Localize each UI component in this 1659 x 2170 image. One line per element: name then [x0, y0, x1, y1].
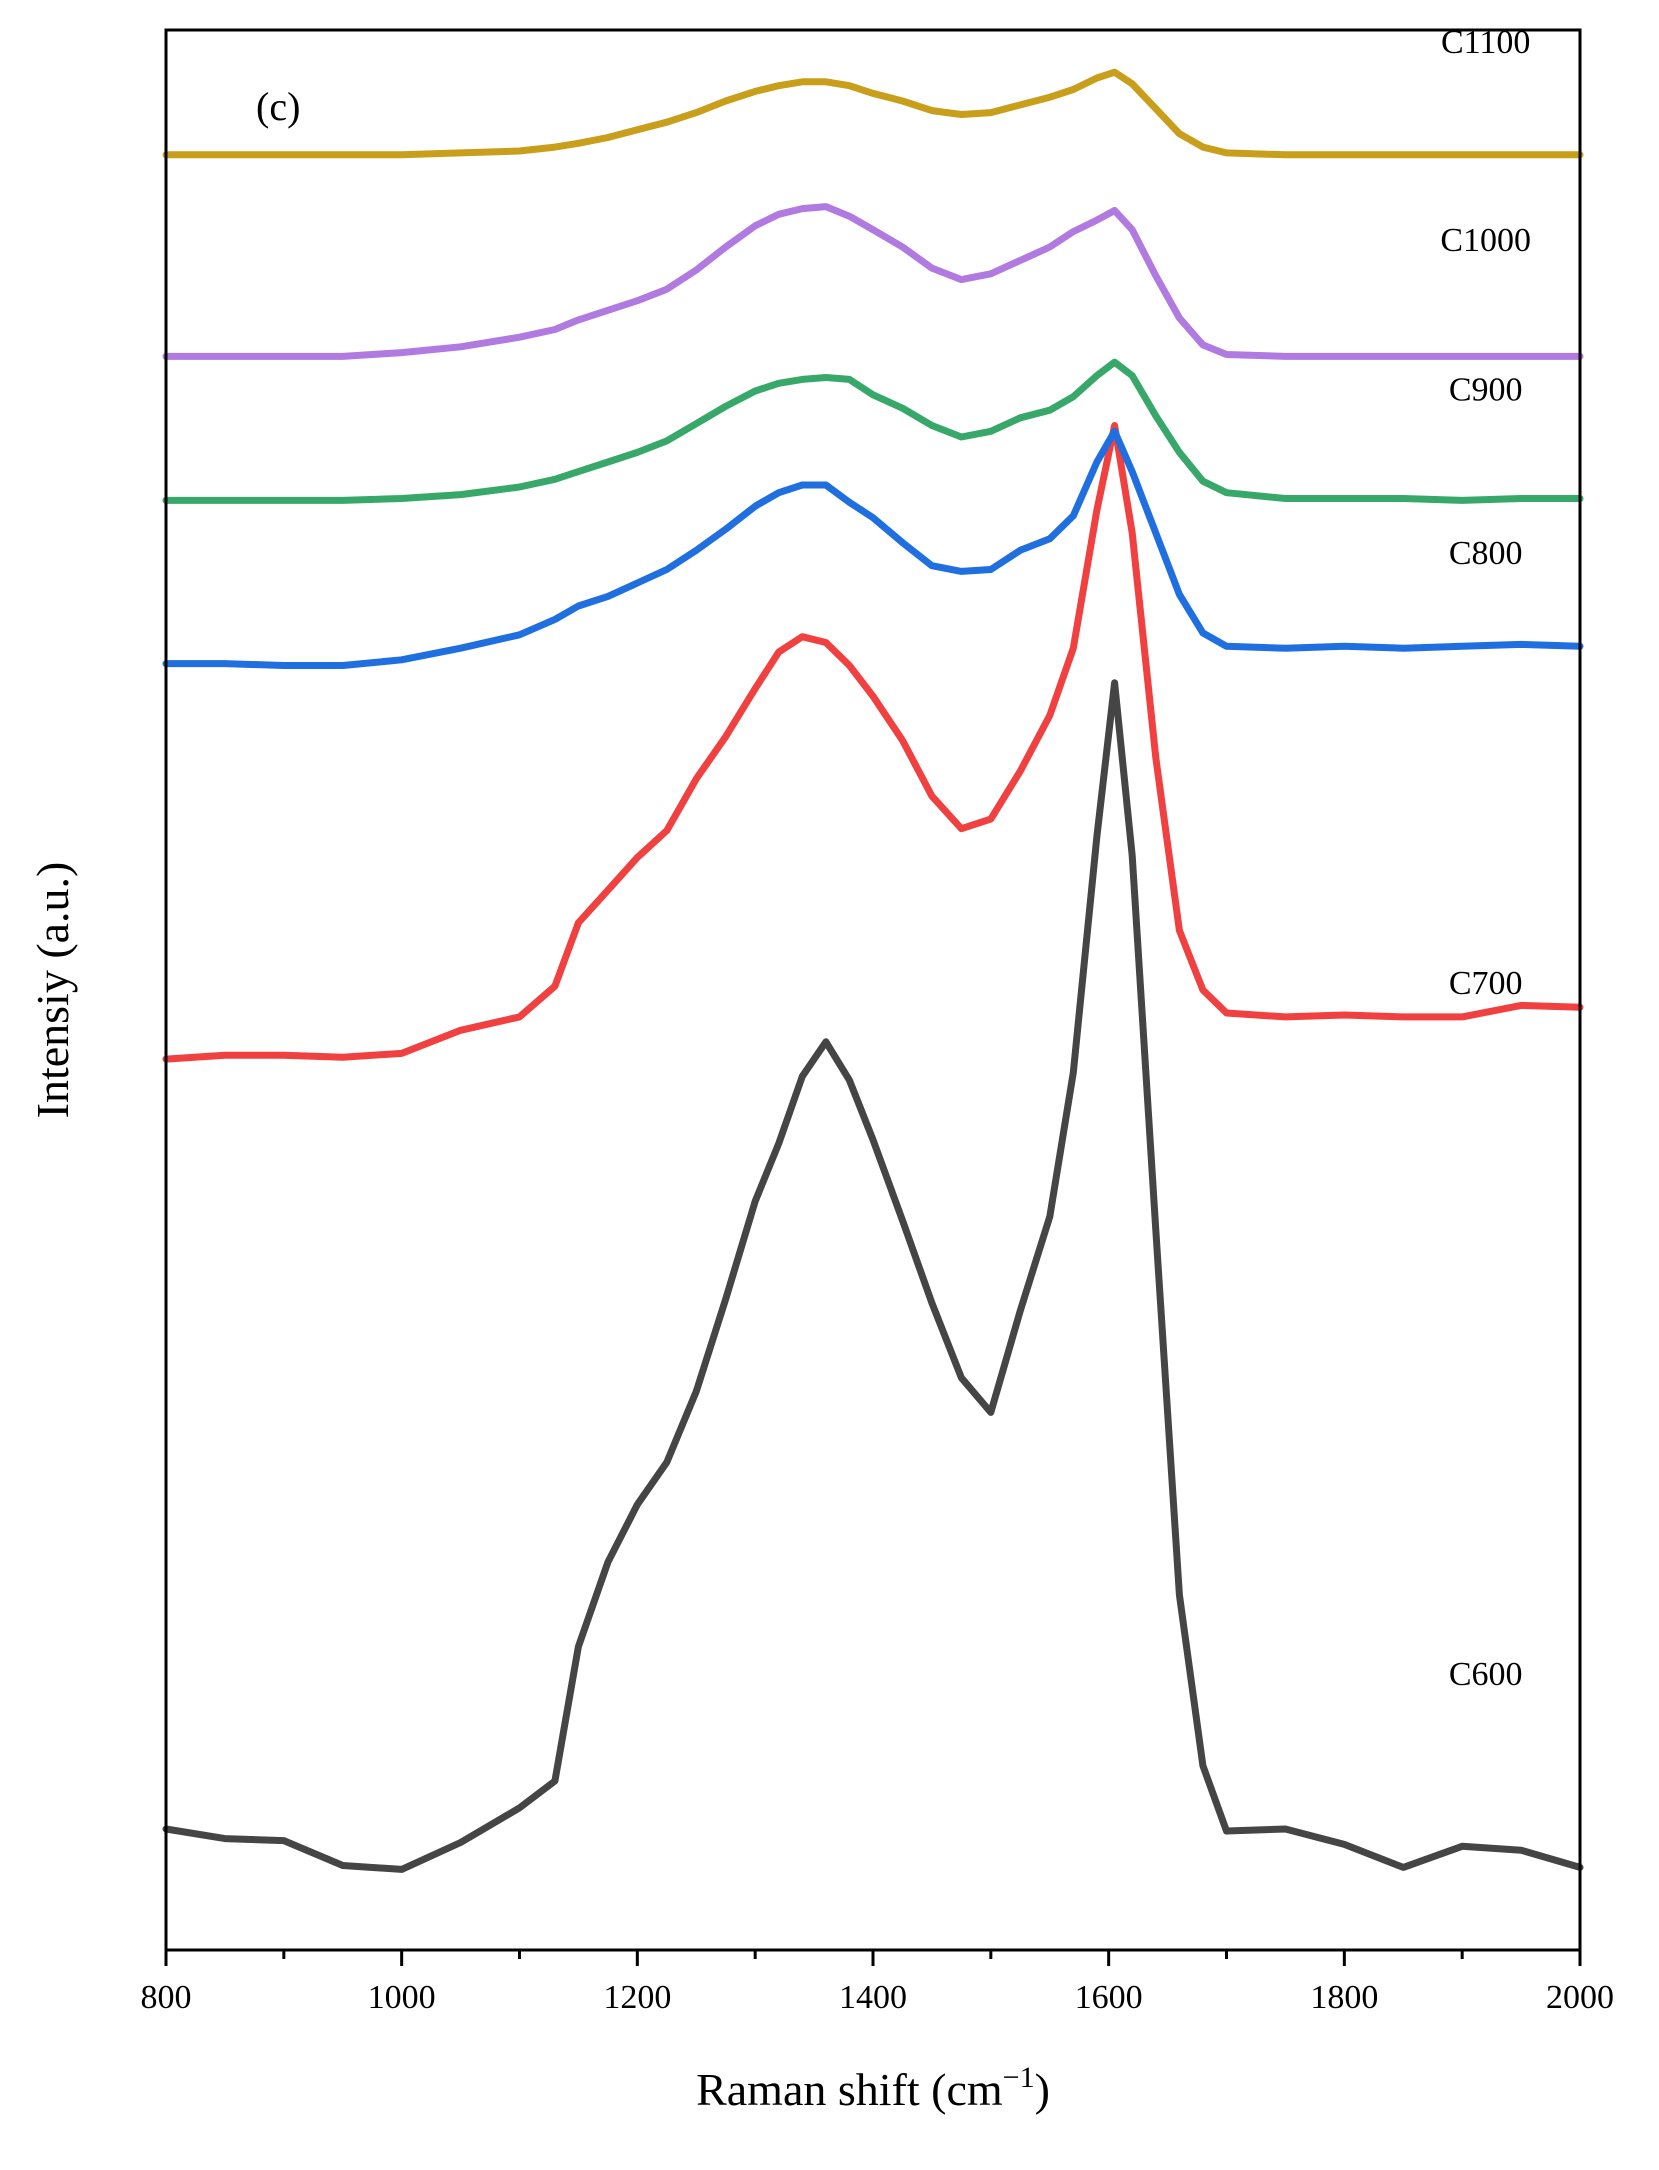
x-tick-label: 1400 [839, 1979, 907, 2016]
x-axis-title-main: Raman shift (cm [696, 2064, 1003, 2115]
x-axis-title-superscript: −1 [1003, 2061, 1035, 2094]
series-line-c900 [162, 358, 1584, 504]
series-line-c700 [162, 422, 1584, 1063]
x-tick-label: 800 [141, 1979, 192, 2016]
x-tick-layer: 800 1000 1200 1400 1600 1800 2000 [141, 1950, 1614, 2016]
series-label-c800: C800 [1449, 535, 1523, 572]
y-axis-title: Intensiy (a.u.) [27, 862, 78, 1119]
series-label-c1000: C1000 [1440, 222, 1531, 259]
series-line-c1000 [162, 203, 1584, 360]
series-label-c900: C900 [1449, 372, 1523, 409]
series-label-c700: C700 [1449, 965, 1523, 1002]
series-line-c600 [162, 679, 1584, 1873]
x-tick-label: 1800 [1310, 1979, 1378, 2016]
panel-label: (c) [256, 84, 300, 129]
series-layer [162, 68, 1584, 1873]
series-line-c1100 [162, 68, 1584, 159]
x-axis-title-close: ) [1035, 2064, 1050, 2115]
x-tick-label: 1600 [1075, 1979, 1143, 2016]
series-label-c600: C600 [1449, 1656, 1523, 1693]
x-tick-label: 1000 [368, 1979, 436, 2016]
x-axis-title: Raman shift (cm−1) [696, 2061, 1050, 2115]
x-tick-label: 1200 [603, 1979, 671, 2016]
series-line-c800 [162, 427, 1584, 669]
x-tick-label: 2000 [1546, 1979, 1614, 2016]
